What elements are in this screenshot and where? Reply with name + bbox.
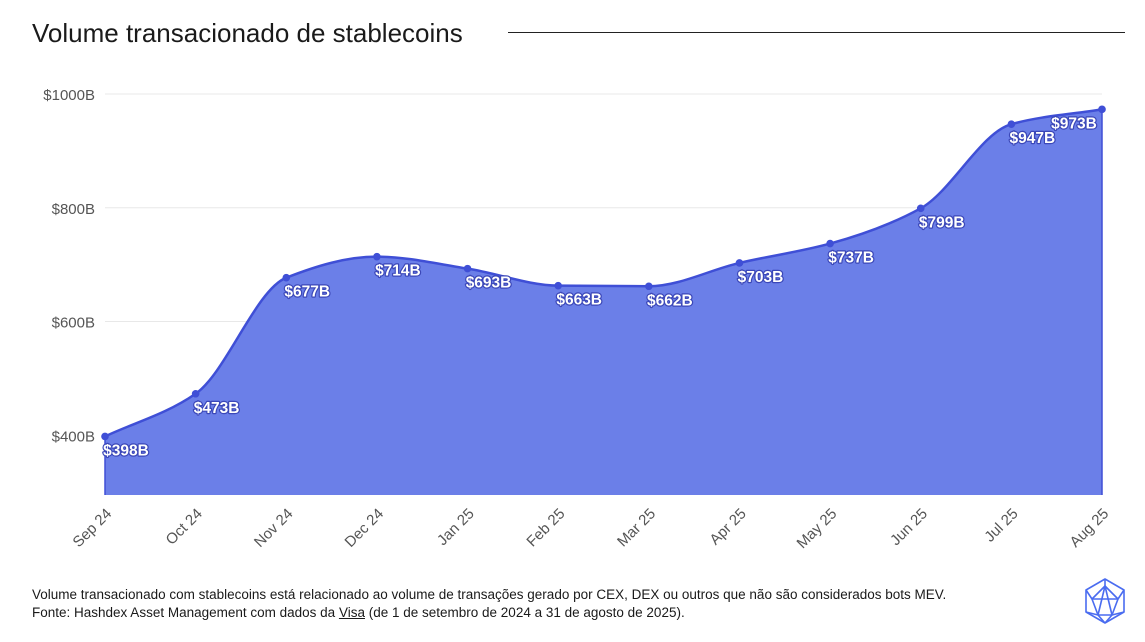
data-point bbox=[554, 281, 562, 290]
y-tick-labels: $400B $600B $800B $1000B bbox=[43, 87, 95, 445]
data-points bbox=[101, 105, 1106, 441]
area-fill bbox=[105, 109, 1102, 495]
x-tick-label: Nov 24 bbox=[251, 505, 297, 551]
data-label: $947B bbox=[1010, 130, 1056, 147]
x-tick-label: Jan 25 bbox=[434, 505, 478, 549]
footer-source: Fonte: Hashdex Asset Management com dado… bbox=[32, 604, 1052, 622]
data-label: $799B bbox=[919, 214, 965, 231]
x-tick-label: Sep 24 bbox=[70, 505, 116, 551]
data-label: $662B bbox=[647, 292, 693, 309]
data-label: $703B bbox=[738, 269, 784, 286]
chart-title: Volume transacionado de stablecoins bbox=[32, 18, 463, 48]
x-tick-label: Feb 25 bbox=[523, 505, 568, 550]
data-point bbox=[191, 389, 200, 398]
data-label: $714B bbox=[375, 263, 421, 280]
data-point bbox=[101, 432, 109, 441]
data-label: $693B bbox=[466, 275, 512, 292]
data-label: $473B bbox=[194, 400, 240, 417]
title-divider bbox=[508, 32, 1125, 33]
data-label: $737B bbox=[828, 250, 874, 267]
data-labels: $398B $473B $677B $714B $693B $663B $662B $703B… bbox=[102, 114, 1098, 460]
data-point bbox=[916, 204, 925, 213]
data-point bbox=[735, 259, 744, 267]
data-point bbox=[373, 252, 381, 261]
x-tick-label: Oct 24 bbox=[163, 505, 206, 548]
area-chart: $400B $600B $800B $1000B Sep 24 Oct 24 Nov 24… bbox=[43, 87, 1113, 552]
data-point bbox=[1007, 120, 1016, 128]
y-tick-label: $600B bbox=[52, 315, 95, 332]
data-point bbox=[826, 239, 834, 248]
source-prefix: Fonte: Hashdex Asset Management com dado… bbox=[32, 605, 339, 620]
x-tick-label: Jun 25 bbox=[887, 505, 931, 549]
x-tick-label: May 25 bbox=[794, 505, 841, 552]
y-tick-label: $800B bbox=[52, 201, 95, 218]
x-tick-label: Apr 25 bbox=[706, 505, 749, 548]
x-tick-label: Dec 24 bbox=[342, 505, 388, 551]
y-tick-label: $400B bbox=[52, 428, 95, 445]
source-suffix: (de 1 de setembro de 2024 a 31 de agosto… bbox=[364, 605, 685, 620]
data-label: $677B bbox=[284, 284, 330, 301]
data-label: $663B bbox=[556, 292, 602, 309]
x-tick-label: Jul 25 bbox=[981, 505, 1021, 545]
chart-footer: Volume transacionado com stablecoins est… bbox=[32, 586, 1052, 622]
y-tick-label: $1000B bbox=[43, 87, 95, 104]
hashdex-logo-icon bbox=[1085, 578, 1125, 624]
x-tick-label: Mar 25 bbox=[614, 505, 659, 550]
data-label: $973B bbox=[1051, 115, 1097, 132]
data-point bbox=[463, 264, 472, 273]
footer-note: Volume transacionado com stablecoins est… bbox=[32, 587, 947, 602]
x-tick-label: Aug 25 bbox=[1067, 505, 1113, 551]
source-link-visa[interactable]: Visa bbox=[338, 605, 365, 620]
data-label: $398B bbox=[103, 442, 149, 459]
area-series bbox=[104, 108, 1103, 495]
series-line bbox=[104, 108, 1103, 438]
data-point bbox=[645, 282, 653, 291]
data-point bbox=[282, 273, 291, 282]
x-tick-labels: Sep 24 Oct 24 Nov 24 Dec 24 Jan 25 Feb 25 Mar … bbox=[70, 505, 1113, 552]
data-point bbox=[1098, 105, 1106, 114]
